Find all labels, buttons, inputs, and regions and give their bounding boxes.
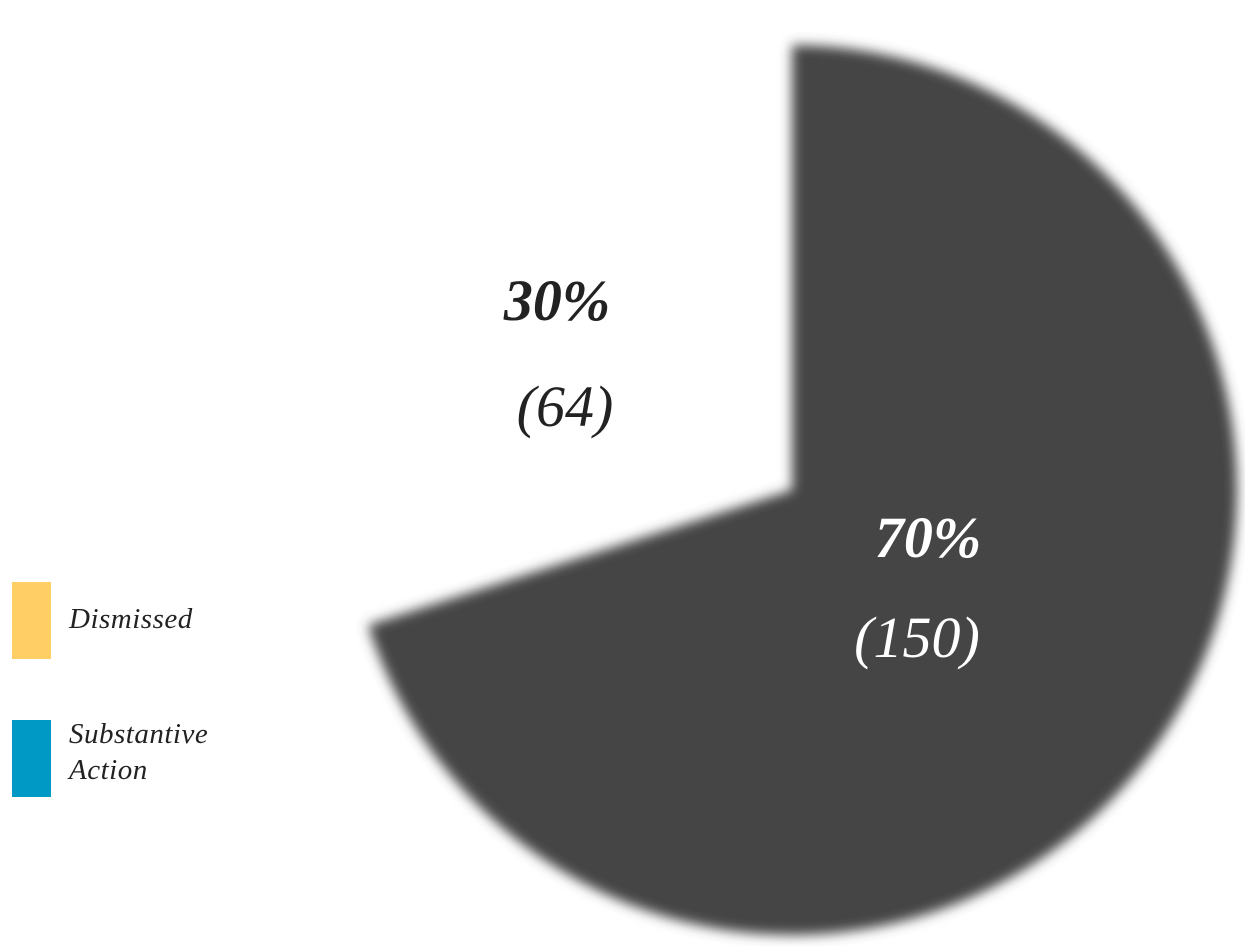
legend-swatch-substantive-action <box>12 720 51 797</box>
legend-label-dismissed: Dismissed <box>69 603 193 635</box>
slice-count-label-dismissed: (64) <box>517 374 614 439</box>
slice-percent-label-substantive-action: 70% <box>875 505 981 570</box>
legend-swatch-dismissed <box>12 582 51 659</box>
slice-percent-label-dismissed: 30% <box>503 268 610 333</box>
legend-label-substantive-action: Substantive Action <box>69 718 209 786</box>
legend-item-dismissed: Dismissed <box>12 582 272 660</box>
pie-slice-substantive-action <box>367 45 1238 935</box>
slice-count-label-substantive-action: (150) <box>854 605 980 670</box>
pie-slices <box>367 45 1238 935</box>
pie-labels: 30% (64) 70% (150) <box>503 268 981 670</box>
legend-item-substantive-action: Substantive Action <box>12 718 272 798</box>
legend: Dismissed Substantive Action <box>12 582 272 858</box>
